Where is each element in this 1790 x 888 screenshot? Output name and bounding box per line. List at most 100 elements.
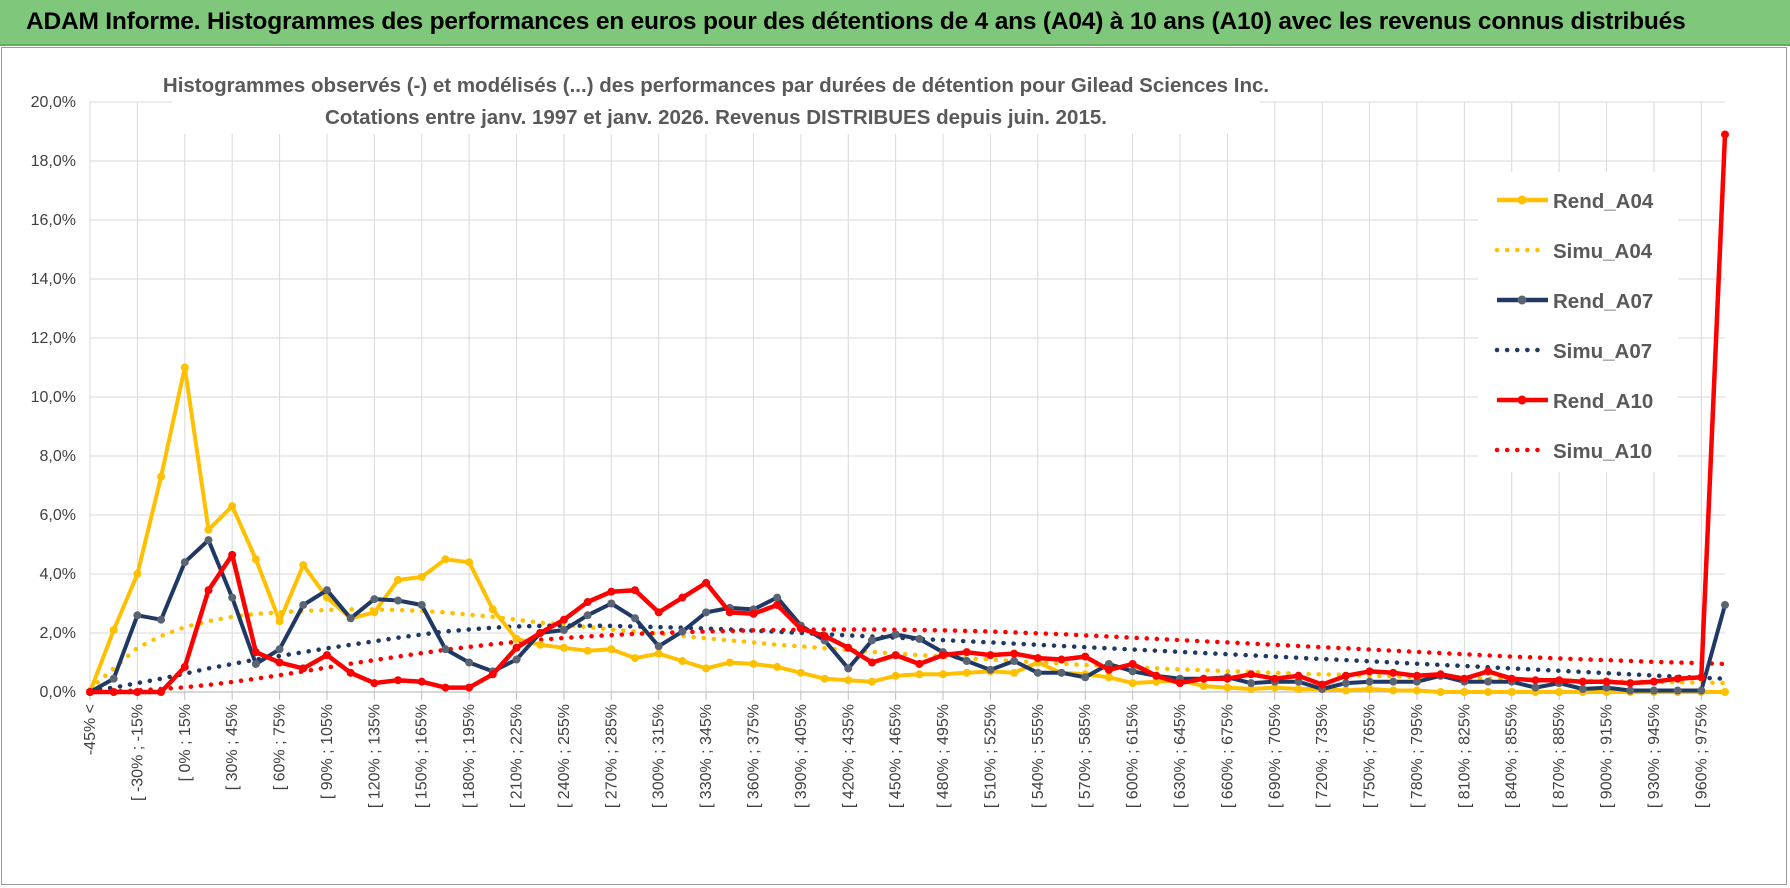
- data-point: [1104, 659, 1113, 668]
- data-point: [1602, 683, 1611, 692]
- data-point: [796, 624, 805, 633]
- data-point: [1033, 668, 1042, 677]
- data-point: [962, 648, 971, 657]
- data-point: [654, 649, 663, 658]
- data-point: [441, 555, 450, 564]
- series-rend-a04: [86, 363, 1729, 696]
- chart-title-layer: Histogrammes observés (-) et modélisés (…: [163, 66, 1269, 134]
- data-point: [465, 683, 474, 692]
- data-point: [1673, 686, 1682, 695]
- y-tick-label: 0,0%: [40, 684, 76, 701]
- data-point: [394, 575, 403, 584]
- data-point: [1057, 655, 1066, 664]
- data-point: [583, 598, 592, 607]
- legend: Rend_A04 Simu_A04 Rend_A07 Simu_A07 Rend_A10…: [1478, 172, 1678, 472]
- data-point: [1531, 683, 1540, 692]
- series-line: [87, 607, 1728, 692]
- data-point: [465, 558, 474, 567]
- data-point: [1010, 649, 1019, 658]
- data-point: [157, 688, 166, 696]
- data-point: [1223, 683, 1232, 692]
- x-tick-label: [ 540% ; 555%: [1030, 704, 1047, 808]
- chart-title-background: [172, 66, 1260, 134]
- data-point: [1531, 676, 1540, 685]
- data-point: [1365, 677, 1374, 686]
- data-point: [204, 525, 213, 534]
- data-point: [109, 688, 118, 696]
- data-point: [322, 651, 331, 660]
- data-point: [844, 676, 853, 685]
- data-point: [773, 662, 782, 671]
- legend-marker: [1517, 195, 1527, 205]
- data-point: [109, 674, 118, 683]
- y-tick-label: 16,0%: [31, 212, 76, 229]
- data-point: [441, 645, 450, 654]
- data-point: [654, 608, 663, 617]
- legend-label: Rend_A10: [1553, 390, 1653, 413]
- y-tick-label: 10,0%: [31, 389, 76, 406]
- data-point: [109, 626, 118, 635]
- data-point: [1318, 680, 1327, 689]
- data-point: [1721, 600, 1729, 609]
- data-point: [228, 550, 237, 559]
- x-tick-label: [ 300% ; 315%: [651, 704, 668, 808]
- data-point: [1697, 686, 1706, 695]
- x-tick-label: [ 450% ; 465%: [888, 704, 905, 808]
- legend-background: [1478, 172, 1678, 472]
- data-point: [1128, 667, 1137, 676]
- data-point: [702, 608, 711, 617]
- x-tick-label: [ 840% ; 855%: [1504, 704, 1521, 808]
- x-tick-label: [ 180% ; 195%: [461, 704, 478, 808]
- data-point: [512, 655, 521, 664]
- legend-item: Rend_A10: [1497, 390, 1653, 413]
- legend-item: Rend_A07: [1497, 290, 1653, 313]
- x-tick-label: [ 780% ; 795%: [1409, 704, 1426, 808]
- data-point: [228, 502, 237, 511]
- data-point: [1081, 673, 1090, 682]
- data-point: [820, 674, 829, 683]
- chart-title-line: Histogrammes observés (-) et modélisés (…: [163, 74, 1269, 97]
- data-point: [180, 363, 189, 372]
- data-point: [1507, 674, 1516, 683]
- data-point: [559, 626, 568, 635]
- data-point: [939, 670, 948, 679]
- data-point: [986, 665, 995, 674]
- data-point: [962, 657, 971, 666]
- data-point: [512, 643, 521, 652]
- axis-layer: 0,0% 2,0% 4,0% 6,0% 8,0% 10,0% 12,0% 14,0% 16,0%…: [31, 94, 1725, 808]
- legend-item: Simu_A04: [1494, 240, 1653, 263]
- data-point: [915, 670, 924, 679]
- data-point: [796, 668, 805, 677]
- data-point: [1484, 677, 1493, 686]
- data-point: [1673, 674, 1682, 683]
- y-tick-label: 18,0%: [31, 153, 76, 170]
- data-point: [1270, 674, 1279, 683]
- data-point: [1507, 688, 1516, 696]
- data-point: [939, 651, 948, 660]
- data-point: [962, 668, 971, 677]
- data-point: [1484, 688, 1493, 696]
- data-point: [1176, 679, 1184, 688]
- data-point: [915, 659, 924, 668]
- data-point: [1412, 677, 1421, 686]
- data-point: [488, 605, 497, 614]
- legend-item: Rend_A04: [1497, 190, 1654, 213]
- data-point: [678, 627, 687, 636]
- legend-label: Rend_A07: [1553, 290, 1653, 313]
- data-point: [583, 611, 592, 620]
- data-point: [133, 570, 142, 578]
- x-tick-label: [ 120% ; 135%: [366, 704, 383, 808]
- data-point: [1128, 679, 1137, 688]
- data-point: [1412, 686, 1421, 695]
- data-point: [251, 648, 260, 657]
- data-point: [631, 654, 639, 663]
- data-point: [157, 472, 166, 481]
- data-point: [1010, 668, 1019, 677]
- data-point: [1365, 685, 1374, 694]
- data-point: [1389, 686, 1398, 695]
- series-line: [90, 134, 1728, 695]
- data-point: [180, 558, 189, 567]
- data-point: [1199, 674, 1208, 683]
- legend-marker: [1517, 395, 1527, 405]
- data-point: [346, 668, 355, 677]
